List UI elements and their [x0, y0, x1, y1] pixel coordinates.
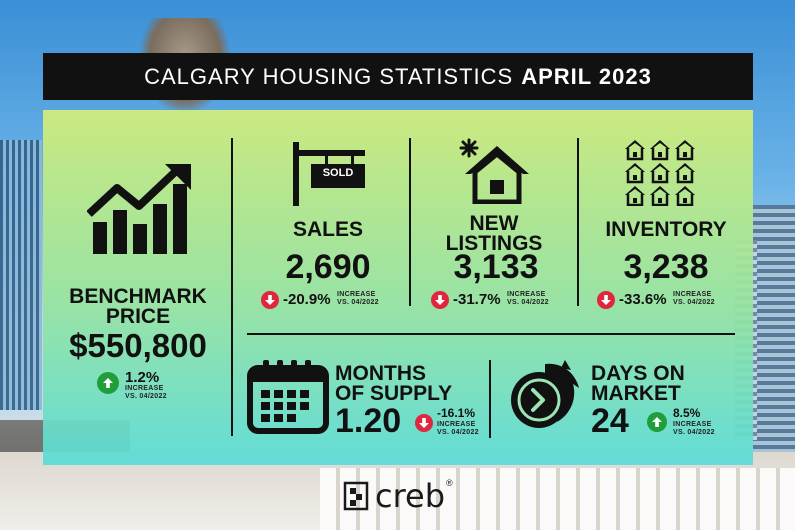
- inventory-change: -33.6%: [619, 291, 667, 308]
- houses-grid-icon: [625, 140, 697, 206]
- divider-listings-inventory: [577, 138, 579, 306]
- divider-sales-listings: [409, 138, 411, 306]
- benchmark-heading-line1: BENCHMARK: [69, 285, 207, 308]
- creb-logo: creb ®: [343, 477, 453, 515]
- new-listings-value: 3,133: [453, 248, 539, 286]
- sold-sign-label: SOLD: [322, 167, 354, 179]
- sales-change-label: INCREASE: [337, 291, 376, 298]
- title-bar: CALGARY HOUSING STATISTICS APRIL 2023: [43, 53, 753, 100]
- sales-value: 2,690: [285, 248, 371, 286]
- sales-change: -20.9%: [283, 291, 331, 308]
- creb-logo-registered: ®: [446, 478, 453, 488]
- months-supply-heading: MONTHS OF SUPPLY: [335, 362, 453, 405]
- arrow-up-icon: [97, 372, 119, 394]
- arrow-down-icon: [415, 414, 433, 432]
- sold-sign-icon: [293, 142, 365, 206]
- arrow-down-icon: [597, 291, 615, 309]
- inventory-value: 3,238: [623, 248, 709, 286]
- house-icon: [459, 138, 529, 204]
- months-supply-change: -16.1%: [437, 406, 476, 420]
- background-tower-right: [753, 205, 795, 455]
- new-listings-change-label: INCREASE: [507, 291, 546, 298]
- bar-chart-trend-icon: [87, 164, 191, 254]
- new-listings-vs-label: VS. 04/2022: [507, 299, 549, 306]
- arrow-down-icon: [261, 291, 279, 309]
- inventory-change-label: INCREASE: [673, 291, 712, 298]
- background-railing: [320, 468, 795, 530]
- benchmark-change-label: INCREASE: [125, 385, 164, 392]
- days-market-change: 8.5%: [673, 406, 701, 420]
- stats-panel: BENCHMARK PRICE $550,800 1.2% INCREASE V…: [43, 110, 753, 465]
- new-listings-change: -31.7%: [453, 291, 501, 308]
- background-tower-left: [0, 140, 42, 410]
- months-supply-heading-line1: MONTHS: [335, 362, 426, 385]
- arrow-down-icon: [431, 291, 449, 309]
- months-supply-change-label: INCREASE: [437, 421, 476, 428]
- benchmark-value: $550,800: [69, 327, 207, 364]
- title-period: APRIL 2023: [521, 63, 652, 89]
- sales-vs-label: VS. 04/2022: [337, 299, 379, 306]
- divider-supply-days: [489, 360, 491, 438]
- arrow-up-icon: [647, 412, 667, 432]
- calendar-icon: [247, 360, 329, 434]
- sales-heading: SALES: [292, 218, 363, 241]
- benchmark-heading: BENCHMARK PRICE: [53, 285, 223, 328]
- benchmark-vs-label: VS. 04/2022: [125, 393, 167, 400]
- benchmark-change: 1.2%: [125, 369, 160, 386]
- inventory-heading: INVENTORY: [605, 218, 727, 241]
- days-market-heading: DAYS ON MARKET: [591, 362, 685, 405]
- days-market-change-label: INCREASE: [673, 421, 712, 428]
- inventory-vs-label: VS. 04/2022: [673, 299, 715, 306]
- days-market-value: 24: [591, 402, 629, 440]
- fast-clock-icon: [511, 360, 579, 428]
- new-listings-heading-line2: LISTINGS: [445, 232, 543, 255]
- months-supply-vs-label: VS. 04/2022: [437, 429, 479, 436]
- new-listings-heading: NEW LISTINGS: [429, 212, 559, 255]
- days-market-heading-line2: MARKET: [591, 382, 681, 405]
- months-supply-value: 1.20: [335, 402, 402, 440]
- benchmark-heading-line2: PRICE: [105, 305, 171, 328]
- divider-horizontal: [247, 333, 735, 335]
- months-supply-heading-line2: OF SUPPLY: [335, 382, 453, 405]
- days-market-vs-label: VS. 04/2022: [673, 429, 715, 436]
- creb-logo-text: creb: [375, 477, 446, 515]
- new-listings-heading-line1: NEW: [469, 212, 519, 235]
- days-market-heading-line1: DAYS ON: [591, 362, 685, 385]
- title-prefix: CALGARY HOUSING STATISTICS: [144, 63, 514, 89]
- creb-logo-mark-icon: [343, 481, 369, 511]
- divider-benchmark: [231, 138, 233, 436]
